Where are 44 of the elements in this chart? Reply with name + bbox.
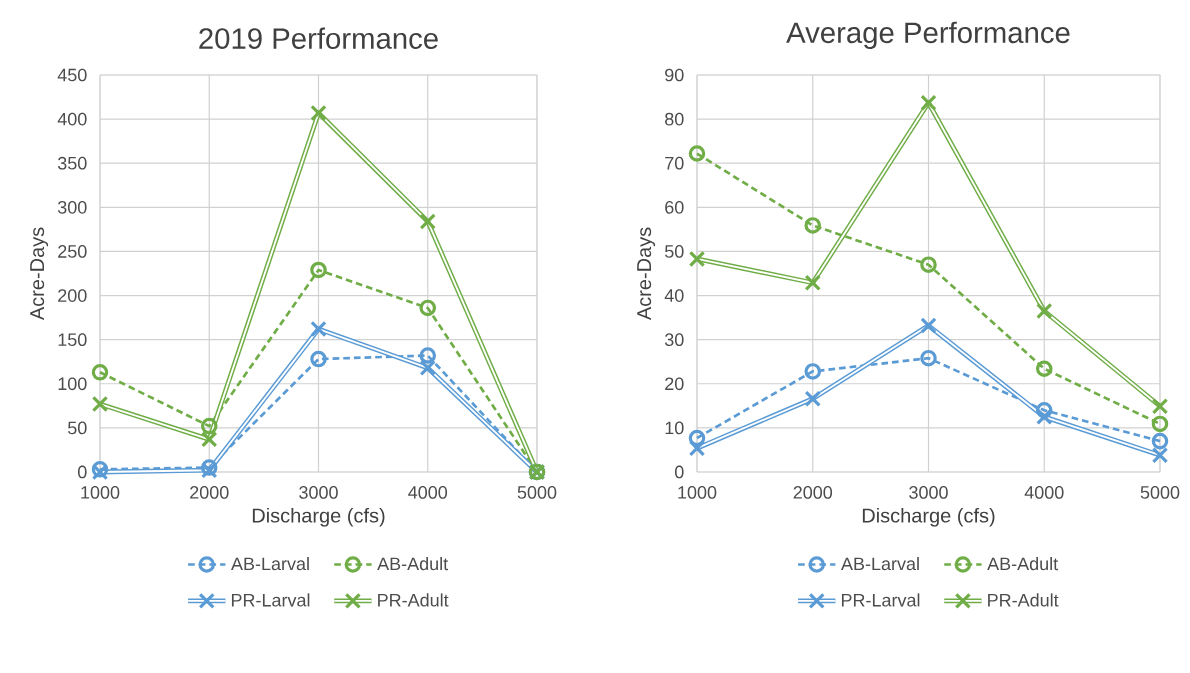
x-tick-label: 2000 (190, 486, 229, 499)
x-tick-label: 1000 (678, 486, 717, 499)
y-tick-label: 100 (58, 377, 87, 391)
x-tick-label: 4000 (408, 486, 448, 499)
x-tick-label: 4000 (1024, 486, 1064, 499)
y-tick-label: 150 (58, 333, 87, 347)
chart-title: 2019 Performance (199, 27, 438, 49)
x-axis-title: Discharge (cfs) (252, 507, 385, 527)
y-tick-label: 20 (665, 377, 684, 391)
y-tick-label: 70 (665, 156, 684, 170)
y-tick-label: 40 (664, 289, 684, 302)
y-tick-label: 250 (58, 245, 87, 258)
x-tick-label: 3000 (299, 486, 338, 499)
y-axis-title: Acre-Days (30, 227, 49, 321)
legend-label: PR-Larval (841, 593, 920, 607)
legend-label: AB-Larval (841, 556, 919, 571)
y-tick-label: 300 (57, 200, 87, 214)
y-tick-label: 80 (665, 112, 684, 126)
y-tick-label: 50 (67, 421, 87, 435)
x-tick-label: 1000 (81, 486, 120, 499)
y-tick-label: 90 (665, 68, 684, 82)
x-tick-label: 3000 (909, 486, 948, 499)
y-tick-label: 10 (665, 421, 684, 435)
legend-label: AB-Larval (231, 556, 309, 571)
chart-title: Average Performance (786, 21, 1070, 49)
y-tick-label: 350 (57, 156, 87, 170)
legend-label: AB-Adult (377, 556, 449, 571)
y-tick-label: 0 (674, 465, 684, 479)
y-tick-label: 60 (665, 200, 684, 214)
x-tick-label: 5000 (1140, 486, 1180, 499)
y-axis-title: Acre-Days (637, 227, 656, 321)
x-tick-label: 2000 (793, 486, 833, 499)
y-tick-label: 450 (57, 68, 87, 82)
x-tick-label: 5000 (517, 486, 557, 499)
y-tick-label: 0 (77, 465, 87, 479)
y-tick-label: 30 (664, 333, 684, 347)
legend-label: PR-Larval (231, 593, 310, 607)
y-tick-label: 50 (664, 245, 684, 258)
legend-label: PR-Adult (988, 593, 1059, 607)
legend-label: AB-Adult (987, 556, 1059, 571)
y-tick-label: 400 (57, 112, 87, 126)
x-axis-title: Discharge (cfs) (862, 507, 995, 527)
y-tick-label: 200 (58, 289, 87, 302)
legend-label: PR-Adult (378, 593, 449, 607)
